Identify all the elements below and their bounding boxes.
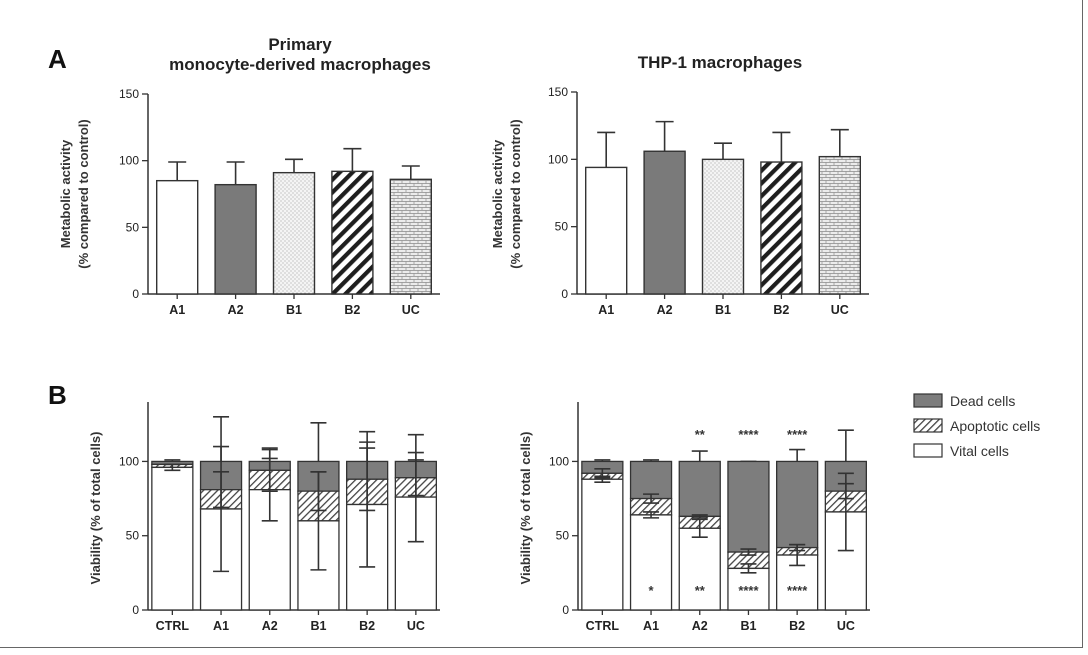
x-tick-label: B1 [310,619,326,633]
bar-vital [629,514,673,611]
x-tick-label: B2 [773,303,789,317]
y-tick-label: 50 [126,529,140,543]
x-tick-label: A2 [692,619,708,633]
chart-a-right: 0 50 100 150 Metabolic activity (% compared t… [490,85,869,317]
x-tick-label: CTRL [586,619,620,633]
x-tick-label: B2 [789,619,805,633]
y-tick-label: 100 [549,454,569,468]
bar [760,161,803,295]
x-tick-label: UC [837,619,855,633]
x-tick-label: A1 [643,619,659,633]
significance-bottom: **** [787,583,808,598]
legend: Dead cells Apoptotic cells Vital cells [913,393,1040,459]
x-tick-label: B1 [715,303,731,317]
chart-title-primary-line1: Primary [268,35,332,54]
y-axis-label: Metabolic activity [490,139,505,248]
y-tick-label: 100 [119,454,139,468]
x-tick-label: UC [831,303,849,317]
x-tick-label: B2 [359,619,375,633]
y-tick-label: 150 [119,87,139,101]
chart-title-primary-line2: monocyte-derived macrophages [169,55,431,74]
x-tick-label: B1 [740,619,756,633]
chart-b-right: 0 50 100 Viability (% of total cells) CTRL A1… [518,402,870,633]
panel-label-b: B [48,380,67,410]
y-axis-label-line2: (% compared to control) [76,119,91,269]
significance-bottom: ** [695,583,706,598]
x-tick-label: A2 [262,619,278,633]
bar [818,155,861,295]
legend-swatch-apoptotic [913,418,943,433]
significance-top: **** [738,427,759,442]
x-tick-label: B1 [286,303,302,317]
chart-title-thp1: THP-1 macrophages [637,53,803,72]
bar-vital [151,466,194,611]
y-axis-label-line2: (% compared to control) [508,119,523,269]
y-tick-label: 50 [555,220,569,234]
bar [701,158,745,295]
bar [155,179,199,295]
significance-top: **** [787,427,808,442]
legend-label-dead: Dead cells [950,393,1015,409]
x-tick-label: A2 [228,303,244,317]
bar [214,183,257,295]
y-tick-label: 100 [119,154,139,168]
legend-swatch-dead [913,393,943,408]
x-tick-label: B2 [344,303,360,317]
y-tick-label: 0 [561,287,568,301]
chart-b-left: 0 50 100 Viability (% of total cells) CTRL A1… [88,402,440,633]
legend-label-vital: Vital cells [950,443,1009,459]
y-tick-label: 50 [126,220,140,234]
chart-a-left: 0 50 100 150 Metabolic activity (% compared t… [58,87,440,317]
significance-bottom: * [649,583,655,598]
x-tick-label: CTRL [156,619,190,633]
y-axis-label: Viability (% of total cells) [88,432,103,585]
y-tick-label: 0 [132,287,139,301]
y-tick-label: 0 [132,603,139,617]
chart-title-primary: Primary monocyte-derived macrophages [140,35,460,75]
legend-swatch-vital [913,443,943,458]
x-tick-label: A1 [169,303,185,317]
x-tick-label: UC [402,303,420,317]
bar [389,178,432,295]
bar [643,150,686,295]
bar-dead [629,460,673,500]
x-tick-label: UC [407,619,425,633]
y-axis-label: Viability (% of total cells) [518,432,533,585]
y-axis-label: Metabolic activity [58,139,73,248]
bar [585,166,628,295]
y-tick-label: 150 [548,85,568,99]
x-tick-label: A2 [657,303,673,317]
significance-bottom: **** [738,583,759,598]
bar [272,171,316,295]
bar-vital [581,478,624,611]
bar-dead [678,460,721,518]
y-tick-label: 100 [548,152,568,166]
x-tick-label: A1 [598,303,614,317]
y-tick-label: 0 [562,603,569,617]
bar-dead [727,460,770,553]
panel-label-a: A [48,44,67,74]
y-tick-label: 50 [556,529,570,543]
significance-top: ** [695,427,706,442]
legend-label-apoptotic: Apoptotic cells [950,418,1040,434]
bar-dead [776,460,819,549]
bar [331,170,374,295]
x-tick-label: A1 [213,619,229,633]
